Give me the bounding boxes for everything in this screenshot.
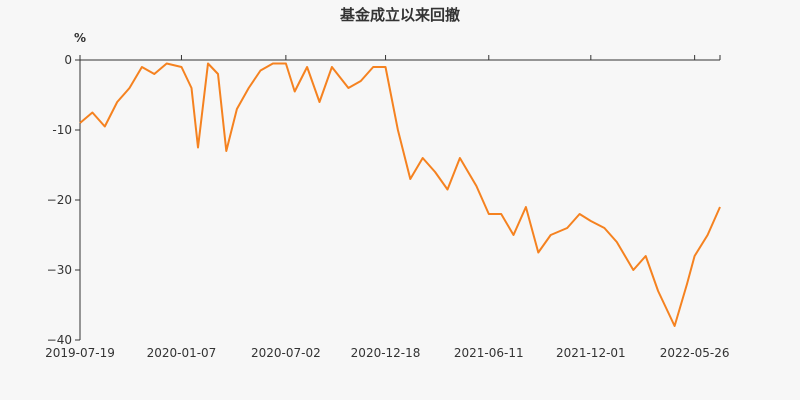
- x-tick-label: 2020-12-18: [351, 346, 421, 360]
- x-tick-label: 2021-12-01: [556, 346, 626, 360]
- y-tick-label: −40: [47, 333, 72, 347]
- y-tick-label: −20: [47, 193, 72, 207]
- chart-title: 基金成立以来回撤: [339, 6, 460, 24]
- y-tick-label: -10: [52, 123, 72, 137]
- x-tick-label: 2022-05-26: [660, 346, 730, 360]
- drawdown-line: [79, 62, 721, 327]
- x-tick-label: 2020-01-07: [147, 346, 217, 360]
- series-group: [79, 62, 721, 327]
- x-tick-label: 2020-07-02: [251, 346, 321, 360]
- y-axis-unit: %: [74, 31, 86, 45]
- y-tick-label: −30: [47, 263, 72, 277]
- x-tick-label: 2019-07-19: [45, 346, 115, 360]
- y-tick-label: 0: [64, 53, 72, 67]
- x-tick-label: 2021-06-11: [454, 346, 524, 360]
